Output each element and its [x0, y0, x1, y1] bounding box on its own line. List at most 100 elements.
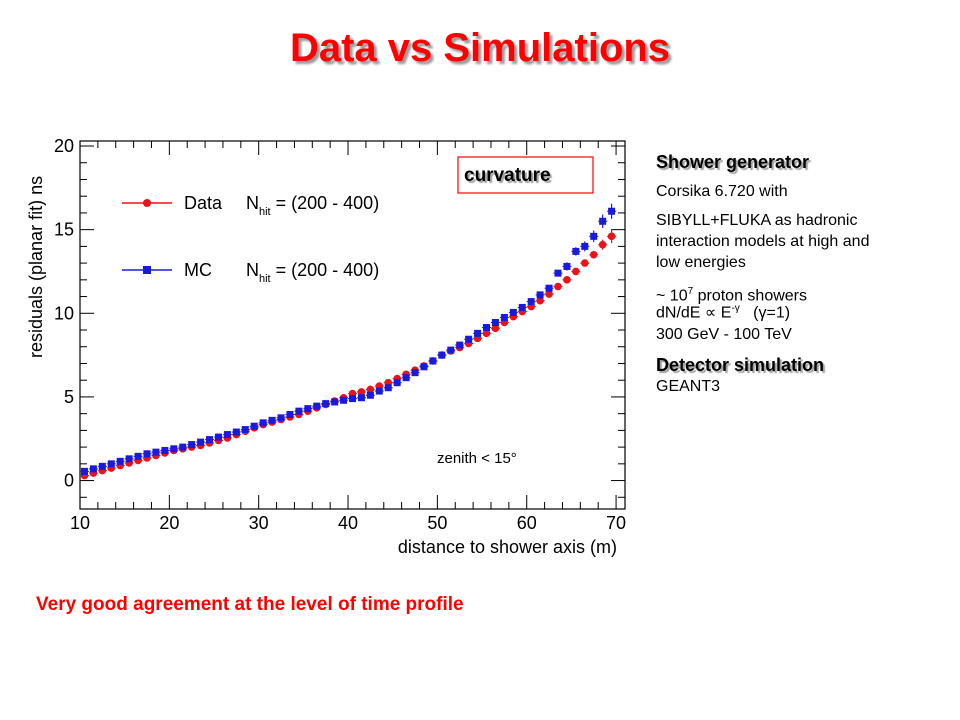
data-point — [598, 240, 607, 249]
x-tick-label: 70 — [606, 513, 626, 533]
y-axis-label: residuals (planar fit) ns — [26, 176, 46, 358]
curvature-box — [457, 156, 594, 194]
data-point — [580, 259, 589, 267]
y-tick-label: 10 — [54, 303, 74, 323]
data-point — [589, 250, 598, 259]
proton-showers-line: ~ 107 proton showers — [656, 286, 807, 305]
mc-point — [402, 374, 410, 382]
mc-point — [286, 410, 294, 418]
legend-mc-marker — [143, 266, 151, 274]
mc-point — [250, 422, 258, 430]
mc-point — [241, 426, 249, 434]
mc-point — [313, 402, 321, 410]
mc-point — [152, 448, 160, 456]
mc-point — [447, 346, 455, 354]
y-tick-label: 0 — [64, 471, 74, 491]
mc-point — [268, 416, 276, 424]
mc-point — [420, 363, 428, 371]
data-point — [563, 276, 571, 284]
mc-point — [80, 467, 88, 475]
mc-point — [509, 308, 517, 316]
mc-point — [474, 329, 482, 337]
energy-range-line: 300 GeV - 100 TeV — [656, 325, 792, 343]
mc-point — [98, 462, 106, 470]
legend-data-label: Data — [184, 193, 223, 213]
y-tick-label: 20 — [54, 136, 74, 156]
mc-point — [384, 384, 392, 392]
mc-point — [456, 341, 464, 349]
plot-frame — [79, 140, 626, 510]
mc-point — [89, 465, 97, 473]
mc-point — [590, 232, 598, 240]
mc-point — [214, 433, 222, 441]
y-tick-labels: 0 5 10 15 20 — [54, 136, 74, 491]
legend: Data Nhit = (200 - 400) MC Nhit = (200 -… — [122, 193, 379, 285]
x-tick-label: 50 — [427, 513, 447, 533]
mc-point — [161, 446, 169, 454]
curvature-label: curvature — [464, 165, 551, 186]
mc-point — [527, 298, 535, 306]
conclusion-text: Very good agreement at the level of time… — [36, 594, 464, 615]
mc-point — [393, 379, 401, 387]
x-tick-label: 10 — [70, 513, 90, 533]
mc-point — [107, 460, 115, 468]
legend-data-marker — [143, 199, 151, 207]
x-tick-label: 20 — [159, 513, 179, 533]
info-panel: Shower generator Corsika 6.720 with SIBY… — [656, 152, 896, 397]
legend-mc-nhit: Nhit = (200 - 400) — [246, 260, 379, 285]
y-tick-label: 15 — [54, 220, 74, 240]
detector-simulation-heading: Detector simulation — [656, 354, 825, 375]
mc-point — [581, 242, 589, 250]
mc-point — [304, 405, 312, 413]
legend-data-nhit: Nhit = (200 - 400) — [246, 193, 379, 218]
mc-point — [563, 262, 571, 270]
mc-point — [500, 313, 508, 321]
mc-point — [232, 428, 240, 436]
page-title: Data vs Simulations — [289, 26, 671, 70]
mc-point — [411, 369, 419, 377]
legend-mc-label: MC — [184, 260, 212, 280]
data-point — [357, 388, 366, 396]
x-axis-label: distance to shower axis (m) — [398, 537, 617, 557]
geant-line: GEANT3 — [656, 377, 721, 395]
mc-point — [599, 217, 607, 225]
data-point — [366, 385, 375, 394]
x-tick-labels: 10 20 30 40 50 60 70 — [70, 513, 626, 533]
mc-point — [295, 407, 303, 415]
mc-point — [438, 351, 446, 359]
mc-point — [143, 450, 151, 458]
x-tick-label: 30 — [249, 513, 269, 533]
mc-point — [375, 387, 383, 395]
mc-point — [608, 207, 616, 215]
mc-point — [197, 438, 205, 446]
mc-point — [179, 443, 187, 451]
mc-point — [465, 335, 473, 343]
data-points — [79, 203, 617, 480]
mc-point — [277, 414, 285, 422]
mc-point — [331, 398, 339, 406]
mc-point — [206, 436, 214, 444]
data-point — [545, 290, 553, 298]
data-point — [572, 267, 580, 276]
mc-point — [491, 318, 499, 326]
mc-point — [223, 431, 231, 439]
data-point — [491, 324, 500, 333]
mc-point — [322, 400, 330, 408]
mc-point — [483, 324, 491, 332]
mc-point — [536, 291, 544, 299]
mc-point — [125, 455, 133, 463]
data-point — [536, 296, 544, 305]
mc-point — [357, 394, 365, 402]
mc-point — [545, 284, 553, 292]
mc-point — [429, 357, 437, 365]
sibyll-line: SIBYLL+FLUKA as hadronic interaction mod… — [656, 212, 870, 271]
data-point — [607, 232, 616, 241]
spectrum-line: dN/dE ∝ E-γ (γ=1) — [656, 303, 791, 322]
mc-point — [116, 457, 124, 465]
mc-point — [518, 303, 526, 311]
mc-point — [259, 419, 267, 427]
mc-point — [572, 247, 580, 255]
mc-point — [188, 441, 196, 449]
x-tick-label: 60 — [517, 513, 537, 533]
